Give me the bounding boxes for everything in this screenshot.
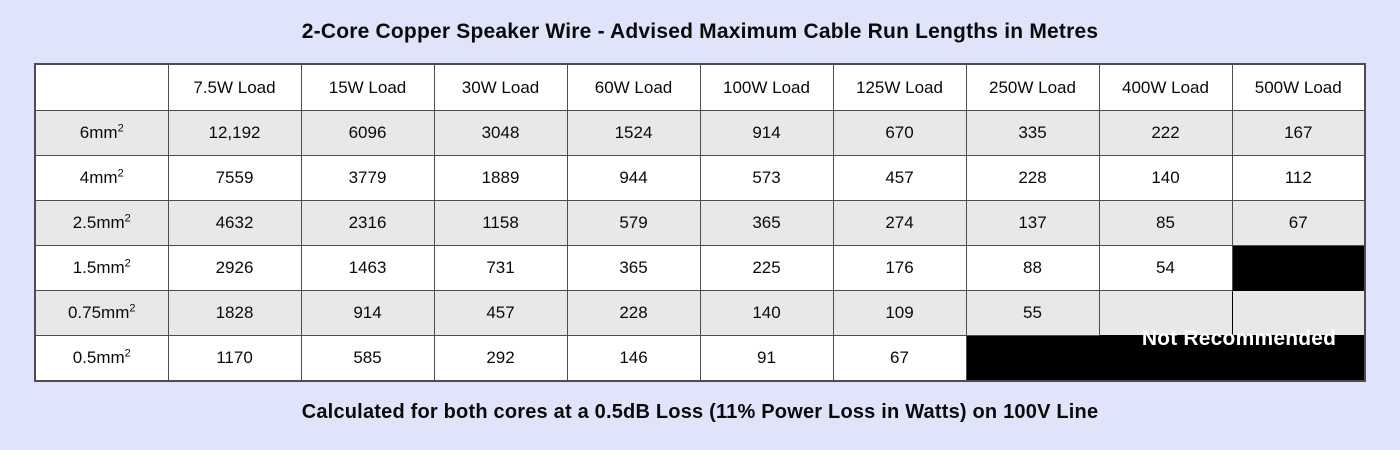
not-recommended-cell [1098, 290, 1233, 336]
value-cell: 88 [965, 245, 1100, 291]
value-cell: 109 [832, 290, 967, 336]
value-cell: 585 [300, 335, 435, 382]
value-cell: 914 [699, 110, 834, 156]
value-cell: 1524 [566, 110, 701, 156]
row-label: 1.5mm2 [34, 245, 169, 291]
row-label: 0.75mm2 [34, 290, 169, 336]
value-cell: 4632 [167, 200, 302, 246]
value-cell: 365 [566, 245, 701, 291]
value-cell: 137 [965, 200, 1100, 246]
row-label-superscript: 2 [124, 257, 131, 270]
row-label-superscript: 2 [124, 212, 131, 225]
table-row: 2.5mm2 4632 2316 1158 579 365 274 137 85 67 [34, 200, 1366, 246]
cable-run-table: 7.5W Load 15W Load 30W Load 60W Load 100W Lo… [34, 63, 1366, 382]
value-cell: 1170 [167, 335, 302, 382]
not-recommended-cell [1231, 335, 1366, 382]
not-recommended-cell [1231, 245, 1366, 291]
value-cell: 3779 [300, 155, 435, 201]
value-cell: 292 [433, 335, 568, 382]
column-header: 400W Load [1098, 63, 1233, 111]
footnote: Calculated for both cores at a 0.5dB Los… [301, 401, 1099, 423]
not-recommended-cell [1231, 290, 1366, 336]
value-cell: 1158 [433, 200, 568, 246]
value-cell: 579 [566, 200, 701, 246]
table-row: 0.5mm2 1170 585 292 146 91 67 [34, 335, 1366, 382]
value-cell: 176 [832, 245, 967, 291]
value-cell: 225 [699, 245, 834, 291]
corner-cell [34, 63, 169, 111]
value-cell: 1889 [433, 155, 568, 201]
value-cell: 140 [699, 290, 834, 336]
column-header: 250W Load [965, 63, 1100, 111]
value-cell: 54 [1098, 245, 1233, 291]
value-cell: 228 [566, 290, 701, 336]
column-header: 100W Load [699, 63, 834, 111]
value-cell: 85 [1098, 200, 1233, 246]
value-cell: 1463 [300, 245, 435, 291]
column-header: 500W Load [1231, 63, 1366, 111]
value-cell: 365 [699, 200, 834, 246]
value-cell: 222 [1098, 110, 1233, 156]
value-cell: 274 [832, 200, 967, 246]
value-cell: 335 [965, 110, 1100, 156]
column-header: 15W Load [300, 63, 435, 111]
row-label-superscript: 2 [129, 302, 136, 315]
row-label: 2.5mm2 [34, 200, 169, 246]
table-row: 4mm2 7559 3779 1889 944 573 457 228 140 112 [34, 155, 1366, 201]
value-cell: 6096 [300, 110, 435, 156]
row-label-superscript: 2 [124, 347, 131, 360]
value-cell: 573 [699, 155, 834, 201]
value-cell: 12,192 [167, 110, 302, 156]
row-label: 4mm2 [34, 155, 169, 201]
row-label-superscript: 2 [117, 167, 124, 180]
value-cell: 944 [566, 155, 701, 201]
value-cell: 2926 [167, 245, 302, 291]
value-cell: 7559 [167, 155, 302, 201]
row-label-superscript: 2 [117, 122, 124, 135]
value-cell: 167 [1231, 110, 1366, 156]
column-header: 30W Load [433, 63, 568, 111]
value-cell: 91 [699, 335, 834, 382]
value-cell: 914 [300, 290, 435, 336]
row-label: 6mm2 [34, 110, 169, 156]
table-body: 6mm2 12,192 6096 3048 1524 914 670 335 222 167 4mm… [34, 110, 1366, 382]
value-cell: 3048 [433, 110, 568, 156]
table-row: 1.5mm2 2926 1463 731 365 225 176 88 54 [34, 245, 1366, 291]
column-header: 60W Load [566, 63, 701, 111]
column-header: 125W Load [832, 63, 967, 111]
cable-run-table-wrapper: 7.5W Load 15W Load 30W Load 60W Load 100W Lo… [34, 63, 1366, 382]
page-title: 2-Core Copper Speaker Wire - Advised Max… [301, 20, 1099, 43]
table-row: 6mm2 12,192 6096 3048 1524 914 670 335 222 167 [34, 110, 1366, 156]
column-header: 7.5W Load [167, 63, 302, 111]
value-cell: 112 [1231, 155, 1366, 201]
table-row: 0.75mm2 1828 914 457 228 140 109 55 [34, 290, 1366, 336]
value-cell: 146 [566, 335, 701, 382]
value-cell: 67 [1231, 200, 1366, 246]
row-label: 0.5mm2 [34, 335, 169, 382]
value-cell: 731 [433, 245, 568, 291]
value-cell: 228 [965, 155, 1100, 201]
value-cell: 140 [1098, 155, 1233, 201]
table-header: 7.5W Load 15W Load 30W Load 60W Load 100W Lo… [34, 63, 1366, 111]
value-cell: 457 [832, 155, 967, 201]
value-cell: 457 [433, 290, 568, 336]
value-cell: 1828 [167, 290, 302, 336]
header-row: 7.5W Load 15W Load 30W Load 60W Load 100W Lo… [34, 63, 1366, 111]
not-recommended-cell [965, 335, 1100, 382]
value-cell: 55 [965, 290, 1100, 336]
not-recommended-cell [1098, 335, 1233, 382]
value-cell: 67 [832, 335, 967, 382]
value-cell: 670 [832, 110, 967, 156]
value-cell: 2316 [300, 200, 435, 246]
